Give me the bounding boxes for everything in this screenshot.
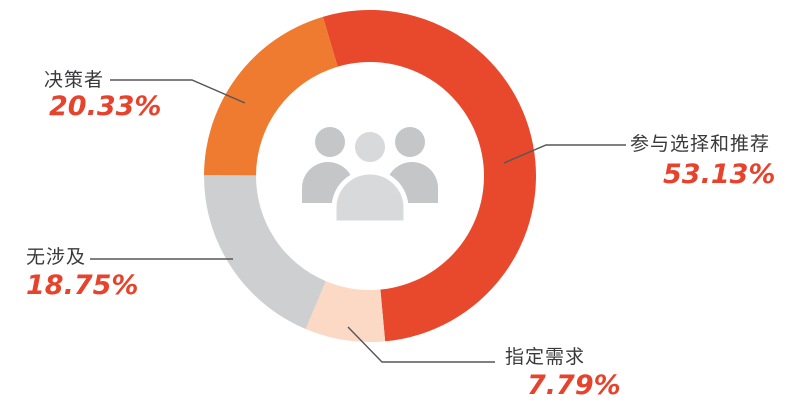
callout-specify-demand: 指定需求 7.79% — [505, 347, 621, 400]
leader-lines — [90, 79, 626, 363]
callout-label-specify-demand: 指定需求 — [505, 346, 586, 368]
donut-slice-4[interactable] — [204, 16, 338, 176]
callout-participate: 参与选择和推荐 53.13% — [630, 134, 775, 189]
leader-line-specify-demand — [347, 326, 495, 363]
callout-not-involved: 无涉及 18.75% — [26, 247, 138, 300]
callout-value-specify-demand: 7.79% — [527, 370, 621, 401]
slices-group — [204, 10, 536, 342]
donut-slice-2[interactable] — [305, 281, 386, 342]
callout-decision-maker: 决策者 20.33% — [44, 70, 161, 121]
callout-value-not-involved: 18.75% — [26, 270, 139, 301]
callout-label-decision-maker: 决策者 — [44, 69, 105, 91]
donut-slice-1[interactable] — [322, 10, 536, 342]
back-right-person-head-icon — [395, 127, 425, 157]
leader-line-decision-maker — [110, 79, 246, 104]
front-person-head-icon — [350, 127, 390, 167]
donut-slice-3[interactable] — [204, 175, 326, 330]
callout-value-participate: 53.13% — [663, 159, 776, 190]
front-person-body-icon — [331, 169, 409, 226]
leader-line-participate — [503, 144, 626, 164]
callout-label-participate: 参与选择和推荐 — [630, 133, 771, 155]
callout-label-not-involved: 无涉及 — [26, 246, 87, 268]
back-left-person-head-icon — [315, 127, 345, 157]
people-group-icon — [302, 127, 438, 226]
callout-value-decision-maker: 20.33% — [49, 91, 162, 122]
